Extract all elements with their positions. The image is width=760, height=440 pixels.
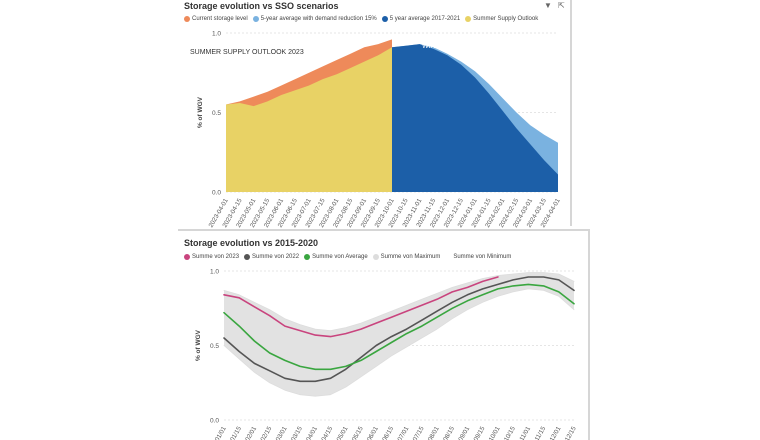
x-tick-label: 01/01: [214, 425, 228, 440]
x-tick-label: 06/01: [366, 425, 380, 440]
x-tick-label: 09/15: [472, 425, 486, 440]
x-tick-label: 07/01: [396, 425, 410, 440]
legend-swatch: [445, 254, 452, 260]
x-tick-label: 12/01: [549, 425, 563, 440]
legend-swatch: [465, 16, 472, 22]
x-tick-label: 02/01: [244, 425, 258, 440]
chart-title: Storage evolution vs 2015-2020: [184, 238, 319, 248]
y-tick-label: 0.0: [212, 190, 221, 197]
chart-title: Storage evolution vs SSO scenarios: [184, 1, 339, 11]
series-line: [223, 276, 499, 338]
range-band: [224, 272, 574, 397]
legend-label: Summe von 2023: [192, 254, 240, 260]
legend-item[interactable]: Summe von 2022: [244, 254, 299, 260]
chart-legend: Current storage level 5-year average wit…: [184, 16, 543, 22]
annotation-summer: SUMMER SUPPLY OUTLOOK 2023: [190, 49, 304, 56]
x-tick-label: 03/15: [290, 425, 304, 440]
x-tick-label: 11/15: [534, 425, 548, 440]
legend-swatch: [184, 16, 190, 22]
legend-item[interactable]: 5 year average 2017-2021: [381, 16, 461, 22]
expand-icon[interactable]: ⇱: [558, 1, 565, 10]
legend-swatch: [252, 16, 259, 22]
chart-panel-2015-2020: Storage evolution vs 2015-2020 Summe von…: [178, 233, 588, 440]
legend-item[interactable]: Summe von Average: [304, 254, 368, 260]
x-tick-label: 05/01: [336, 425, 350, 440]
panel-divider: [588, 231, 590, 440]
y-tick-label: 0.5: [212, 110, 221, 117]
legend-swatch: [304, 254, 311, 260]
y-tick-label: 0.5: [210, 343, 219, 350]
x-tick-label: 12/15: [564, 425, 578, 440]
series-line: [223, 288, 575, 397]
series-line: [223, 276, 575, 383]
legend-item[interactable]: Summer Supply Outlook: [465, 16, 538, 22]
x-tick-label: 08/01: [427, 425, 441, 440]
legend-swatch: [244, 254, 251, 260]
legend-swatch: [381, 16, 388, 22]
legend-label: Summer Supply Outlook: [473, 16, 539, 22]
legend-item[interactable]: 5-year average with demand reduction 15%: [252, 16, 377, 22]
filter-icon[interactable]: ▼: [544, 1, 552, 10]
x-tick-label: 10/15: [503, 425, 517, 440]
series-line: [223, 283, 575, 371]
legend-item[interactable]: Summe von 2023: [184, 254, 239, 260]
y-tick-label: 1.0: [212, 31, 221, 38]
chart-plot: 0.00.51.0% of WGV2023-04-012023-04-15202…: [190, 31, 562, 229]
legend-item[interactable]: Summe von Maximum: [372, 254, 441, 260]
x-tick-label: 06/15: [381, 425, 395, 440]
x-tick-label: 04/15: [320, 425, 334, 440]
annotation-winter: WINTER 2023/2024 OVERVIEW: [422, 43, 525, 50]
x-tick-label: 01/15: [229, 425, 243, 440]
series-area: [226, 47, 392, 192]
x-tick-label: 11/01: [518, 425, 532, 440]
legend-label: 5 year average 2017-2021: [389, 16, 461, 22]
chart-panel-sso: Storage evolution vs SSO scenarios ▼ ⇱ C…: [178, 0, 570, 229]
legend-label: Summe von 2022: [252, 254, 300, 260]
x-tick-label: 07/15: [412, 425, 426, 440]
y-axis-label: % of WGV: [197, 96, 204, 128]
series-line: [223, 272, 575, 331]
legend-label: Summe von Minimum: [453, 254, 512, 260]
y-axis-label: % of WGV: [195, 329, 202, 361]
panel-divider: [178, 229, 590, 231]
x-tick-label: 04/01: [305, 425, 319, 440]
legend-swatch: [372, 254, 379, 260]
chart-legend: Summe von 2023 Summe von 2022 Summe von …: [184, 254, 516, 260]
legend-label: 5-year average with demand reduction 15%: [260, 16, 377, 22]
legend-label: Summe von Maximum: [380, 254, 441, 260]
x-tick-label: 02/15: [259, 425, 273, 440]
series-area: [392, 44, 558, 192]
legend-swatch: [184, 254, 190, 260]
legend-item[interactable]: Summe von Minimum: [445, 254, 511, 260]
x-tick-label: 10/01: [488, 425, 502, 440]
y-tick-label: 0.0: [210, 418, 219, 425]
legend-item[interactable]: Current storage level: [184, 16, 248, 22]
legend-label: Summe von Average: [312, 254, 368, 260]
legend-label: Current storage level: [192, 16, 248, 22]
x-tick-label: 03/01: [275, 425, 289, 440]
x-tick-label: 09/01: [457, 425, 471, 440]
x-tick-label: 08/15: [442, 425, 456, 440]
panel-divider: [570, 0, 572, 226]
y-tick-label: 1.0: [210, 269, 219, 276]
x-tick-label: 05/15: [351, 425, 365, 440]
